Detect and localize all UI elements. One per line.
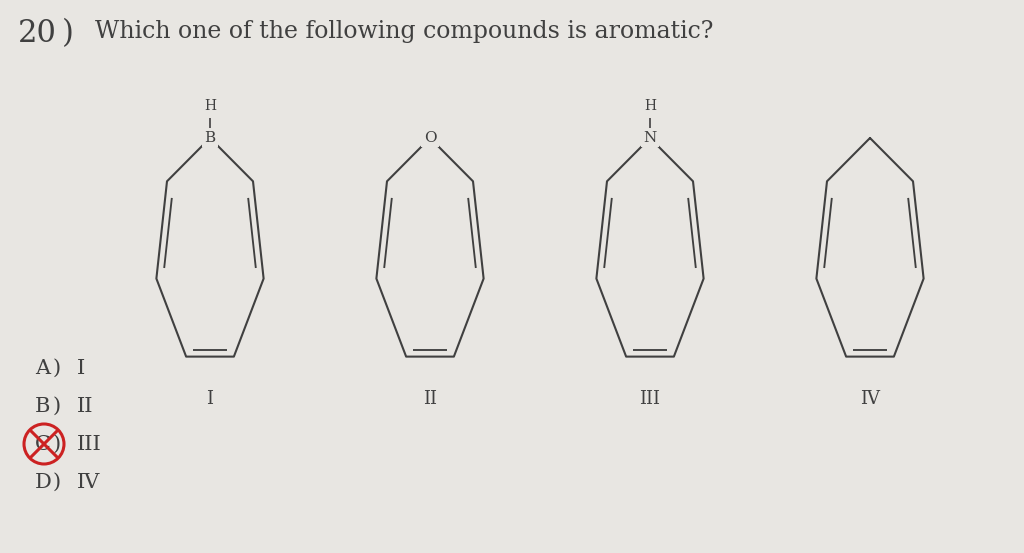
Text: III: III (77, 435, 101, 453)
Text: IV: IV (860, 390, 880, 408)
Text: 20: 20 (18, 18, 57, 49)
Text: ): ) (53, 472, 61, 492)
Text: N: N (643, 131, 656, 145)
Text: B: B (205, 131, 216, 145)
Text: ): ) (53, 358, 61, 378)
Text: II: II (77, 397, 93, 415)
Text: I: I (207, 390, 213, 408)
Text: III: III (640, 390, 660, 408)
Text: I: I (77, 358, 85, 378)
Text: ): ) (53, 435, 61, 453)
Text: H: H (644, 99, 656, 113)
Text: C: C (35, 435, 51, 453)
Text: H: H (204, 99, 216, 113)
Text: O: O (424, 131, 436, 145)
Text: IV: IV (77, 472, 100, 492)
Text: D: D (35, 472, 52, 492)
Text: A: A (35, 358, 50, 378)
Text: ): ) (62, 18, 74, 49)
Text: II: II (423, 390, 437, 408)
Text: B: B (35, 397, 50, 415)
Text: Which one of the following compounds is aromatic?: Which one of the following compounds is … (95, 20, 714, 43)
Text: ): ) (53, 397, 61, 415)
